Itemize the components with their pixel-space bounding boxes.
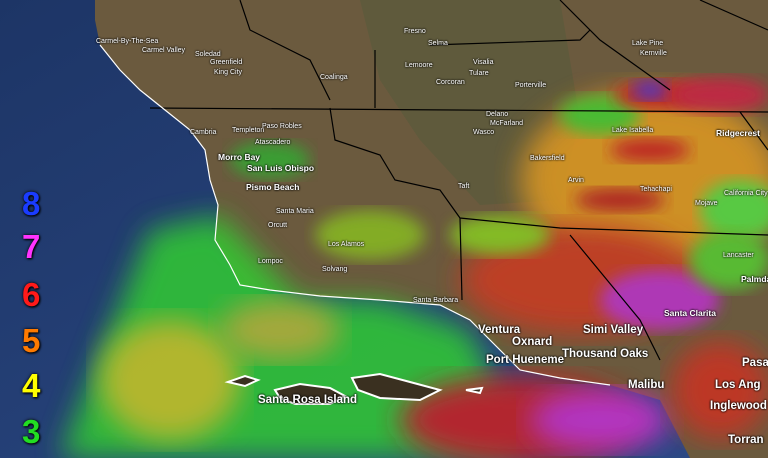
place-label: Thousand Oaks — [562, 348, 649, 360]
place-label: Inglewood — [710, 400, 767, 412]
place-label: Wasco — [473, 129, 495, 136]
place-label: Cambria — [190, 129, 217, 136]
place-label: Carmel-By-The-Sea — [96, 38, 159, 45]
place-label: Kernville — [640, 50, 667, 57]
place-label: Tulare — [469, 70, 489, 77]
place-label: Fresno — [404, 28, 426, 35]
place-label: Pasa — [742, 357, 768, 369]
channel-islands — [224, 372, 484, 405]
place-label: Templeton — [232, 127, 265, 134]
place-label: Carmel Valley — [142, 47, 186, 54]
place-label: Lancaster — [723, 252, 754, 259]
place-label: Taft — [458, 183, 470, 190]
place-label: Arvin — [568, 177, 584, 184]
place-label: Visalia — [473, 59, 494, 66]
place-label: Greenfield — [210, 59, 243, 66]
place-label: Delano — [486, 111, 509, 118]
place-label: Ridgecrest — [716, 128, 760, 138]
place-label: Solvang — [322, 266, 348, 273]
legend-value-3: 3 — [22, 413, 41, 450]
precipitation-overlay — [60, 77, 768, 458]
place-label: Simi Valley — [583, 324, 644, 336]
place-label: Torran — [728, 434, 764, 446]
place-label: Porterville — [515, 82, 547, 89]
place-label: Tehachapi — [640, 186, 672, 193]
place-label: Ventura — [478, 324, 521, 336]
place-label: King City — [214, 69, 243, 76]
place-label: Atascadero — [255, 139, 291, 146]
island-label: Santa Rosa Island — [258, 394, 358, 406]
coastline — [99, 44, 611, 386]
place-label: California City — [724, 190, 768, 197]
place-label: Lake Pine — [632, 40, 664, 47]
place-label: Oxnard — [512, 336, 553, 348]
place-label: Lompoc — [258, 258, 283, 265]
place-label: Santa Clarita — [664, 308, 716, 318]
place-label: Corcoran — [436, 79, 465, 86]
place-label: Lemoore — [405, 62, 433, 69]
place-label: Santa Barbara — [413, 297, 459, 304]
place-label: Soledad — [195, 51, 221, 58]
place-label: Port Hueneme — [486, 354, 564, 366]
county-borders — [149, 0, 768, 361]
place-label: Lake Isabella — [612, 127, 654, 134]
place-label: Mojave — [695, 200, 718, 207]
legend-value-7: 7 — [22, 228, 41, 265]
legend-value-4: 4 — [22, 367, 41, 404]
place-label: Orcutt — [268, 222, 288, 229]
place-label: Paso Robles — [262, 123, 302, 130]
place-label: San Luis Obispo — [247, 163, 315, 173]
place-label: Bakersfield — [530, 155, 565, 162]
place-label: Selma — [428, 40, 448, 47]
place-label: Coalinga — [320, 74, 348, 81]
place-label: Los Alamos — [328, 241, 365, 248]
legend-value-8: 8 — [22, 185, 41, 222]
place-label: Palmdale — [741, 274, 768, 284]
place-label: McFarland — [490, 120, 524, 127]
place-label: Pismo Beach — [246, 182, 300, 192]
legend-value-5: 5 — [22, 322, 41, 359]
place-label: Malibu — [628, 379, 665, 391]
legend-value-6: 6 — [22, 276, 41, 313]
place-label: Los Ang — [715, 379, 761, 391]
central-valley — [360, 0, 580, 205]
place-label: Santa Maria — [276, 208, 314, 215]
place-label: Morro Bay — [218, 152, 261, 162]
